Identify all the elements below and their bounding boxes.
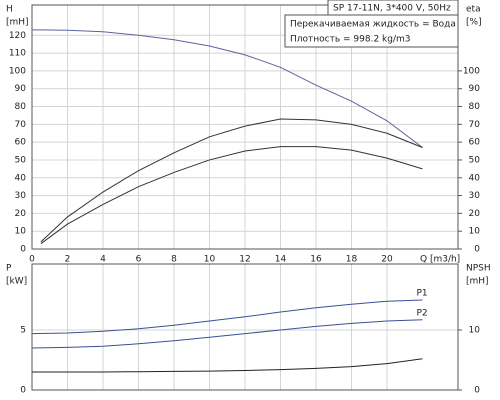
series-line xyxy=(40,118,423,243)
y-tick-label: 0 xyxy=(20,245,26,255)
y-axis-label: [kW] xyxy=(6,277,27,287)
y2-tick-label: 40 xyxy=(469,173,481,183)
y2-axis-label: [mH] xyxy=(466,277,489,287)
x-tick-label: 20 xyxy=(381,255,393,265)
y-tick-label: 40 xyxy=(15,173,27,183)
y2-tick-label: 80 xyxy=(469,102,481,112)
x-tick-label: 18 xyxy=(346,255,358,265)
y2-tick-label: 10 xyxy=(469,326,481,336)
y2-tick-label: 70 xyxy=(469,120,481,130)
y2-axis-label: eta xyxy=(466,5,481,15)
x-axis-label: Q [m3/h] xyxy=(420,255,460,265)
series-label: P1 xyxy=(417,289,428,299)
plot-frame xyxy=(31,4,459,250)
y-tick-label: 50 xyxy=(15,155,27,165)
info-text: SP 17-11N, 3*400 V, 50Hz xyxy=(333,4,451,14)
y2-tick-label: 100 xyxy=(463,66,480,76)
x-tick-label: 8 xyxy=(171,255,177,265)
y2-tick-label: 50 xyxy=(469,155,481,165)
y-axis-label: H xyxy=(6,5,13,15)
y-tick-label: 110 xyxy=(9,49,26,59)
y-tick-label: 5 xyxy=(20,326,26,336)
y-tick-label: 70 xyxy=(15,120,27,130)
x-tick-label: 6 xyxy=(136,255,142,265)
series-line xyxy=(31,299,423,335)
info-text: Плотность = 998.2 kg/m3 xyxy=(290,35,411,45)
series-line xyxy=(32,29,423,148)
info-frame xyxy=(284,14,459,48)
y2-tick-label: 0 xyxy=(474,245,480,255)
info-text: Перекачиваемая жидкость = Вода xyxy=(290,20,456,30)
y2-axis-label: NPSH xyxy=(466,264,491,274)
x-tick-label: 0 xyxy=(29,255,35,265)
series-line xyxy=(40,146,423,245)
x-tick-label: 14 xyxy=(275,255,287,265)
y-tick-label: 10 xyxy=(15,227,27,237)
plot-frame xyxy=(31,263,459,391)
series-line xyxy=(31,319,423,349)
y2-tick-label: 90 xyxy=(469,84,481,94)
y2-tick-label: 20 xyxy=(469,209,481,219)
y-tick-label: 20 xyxy=(15,209,27,219)
y-tick-label: 80 xyxy=(15,102,27,112)
series-line xyxy=(32,358,423,373)
x-tick-label: 2 xyxy=(65,255,71,265)
y-tick-label: 30 xyxy=(15,191,27,201)
y2-tick-label: 0 xyxy=(474,386,480,396)
y2-axis-label: [%] xyxy=(466,18,482,28)
x-tick-label: 16 xyxy=(310,255,322,265)
y2-tick-label: 10 xyxy=(469,227,481,237)
x-tick-label: 4 xyxy=(100,255,106,265)
y2-tick-label: 60 xyxy=(469,138,481,148)
y-axis-label: [mH] xyxy=(6,18,29,28)
y-tick-label: 120 xyxy=(9,31,26,41)
y2-tick-label: 30 xyxy=(469,191,481,201)
y-tick-label: 0 xyxy=(20,386,26,396)
x-tick-label: 12 xyxy=(239,255,250,265)
info-box: SP 17-11N, 3*400 V, 50Hz Перекачиваемая … xyxy=(284,0,459,48)
x-tick-label: 10 xyxy=(204,255,216,265)
y-tick-label: 100 xyxy=(9,66,26,76)
y-tick-label: 60 xyxy=(15,138,27,148)
series-label: P2 xyxy=(417,308,428,318)
y-axis-label: P xyxy=(6,264,12,274)
y-tick-label: 90 xyxy=(15,84,27,94)
